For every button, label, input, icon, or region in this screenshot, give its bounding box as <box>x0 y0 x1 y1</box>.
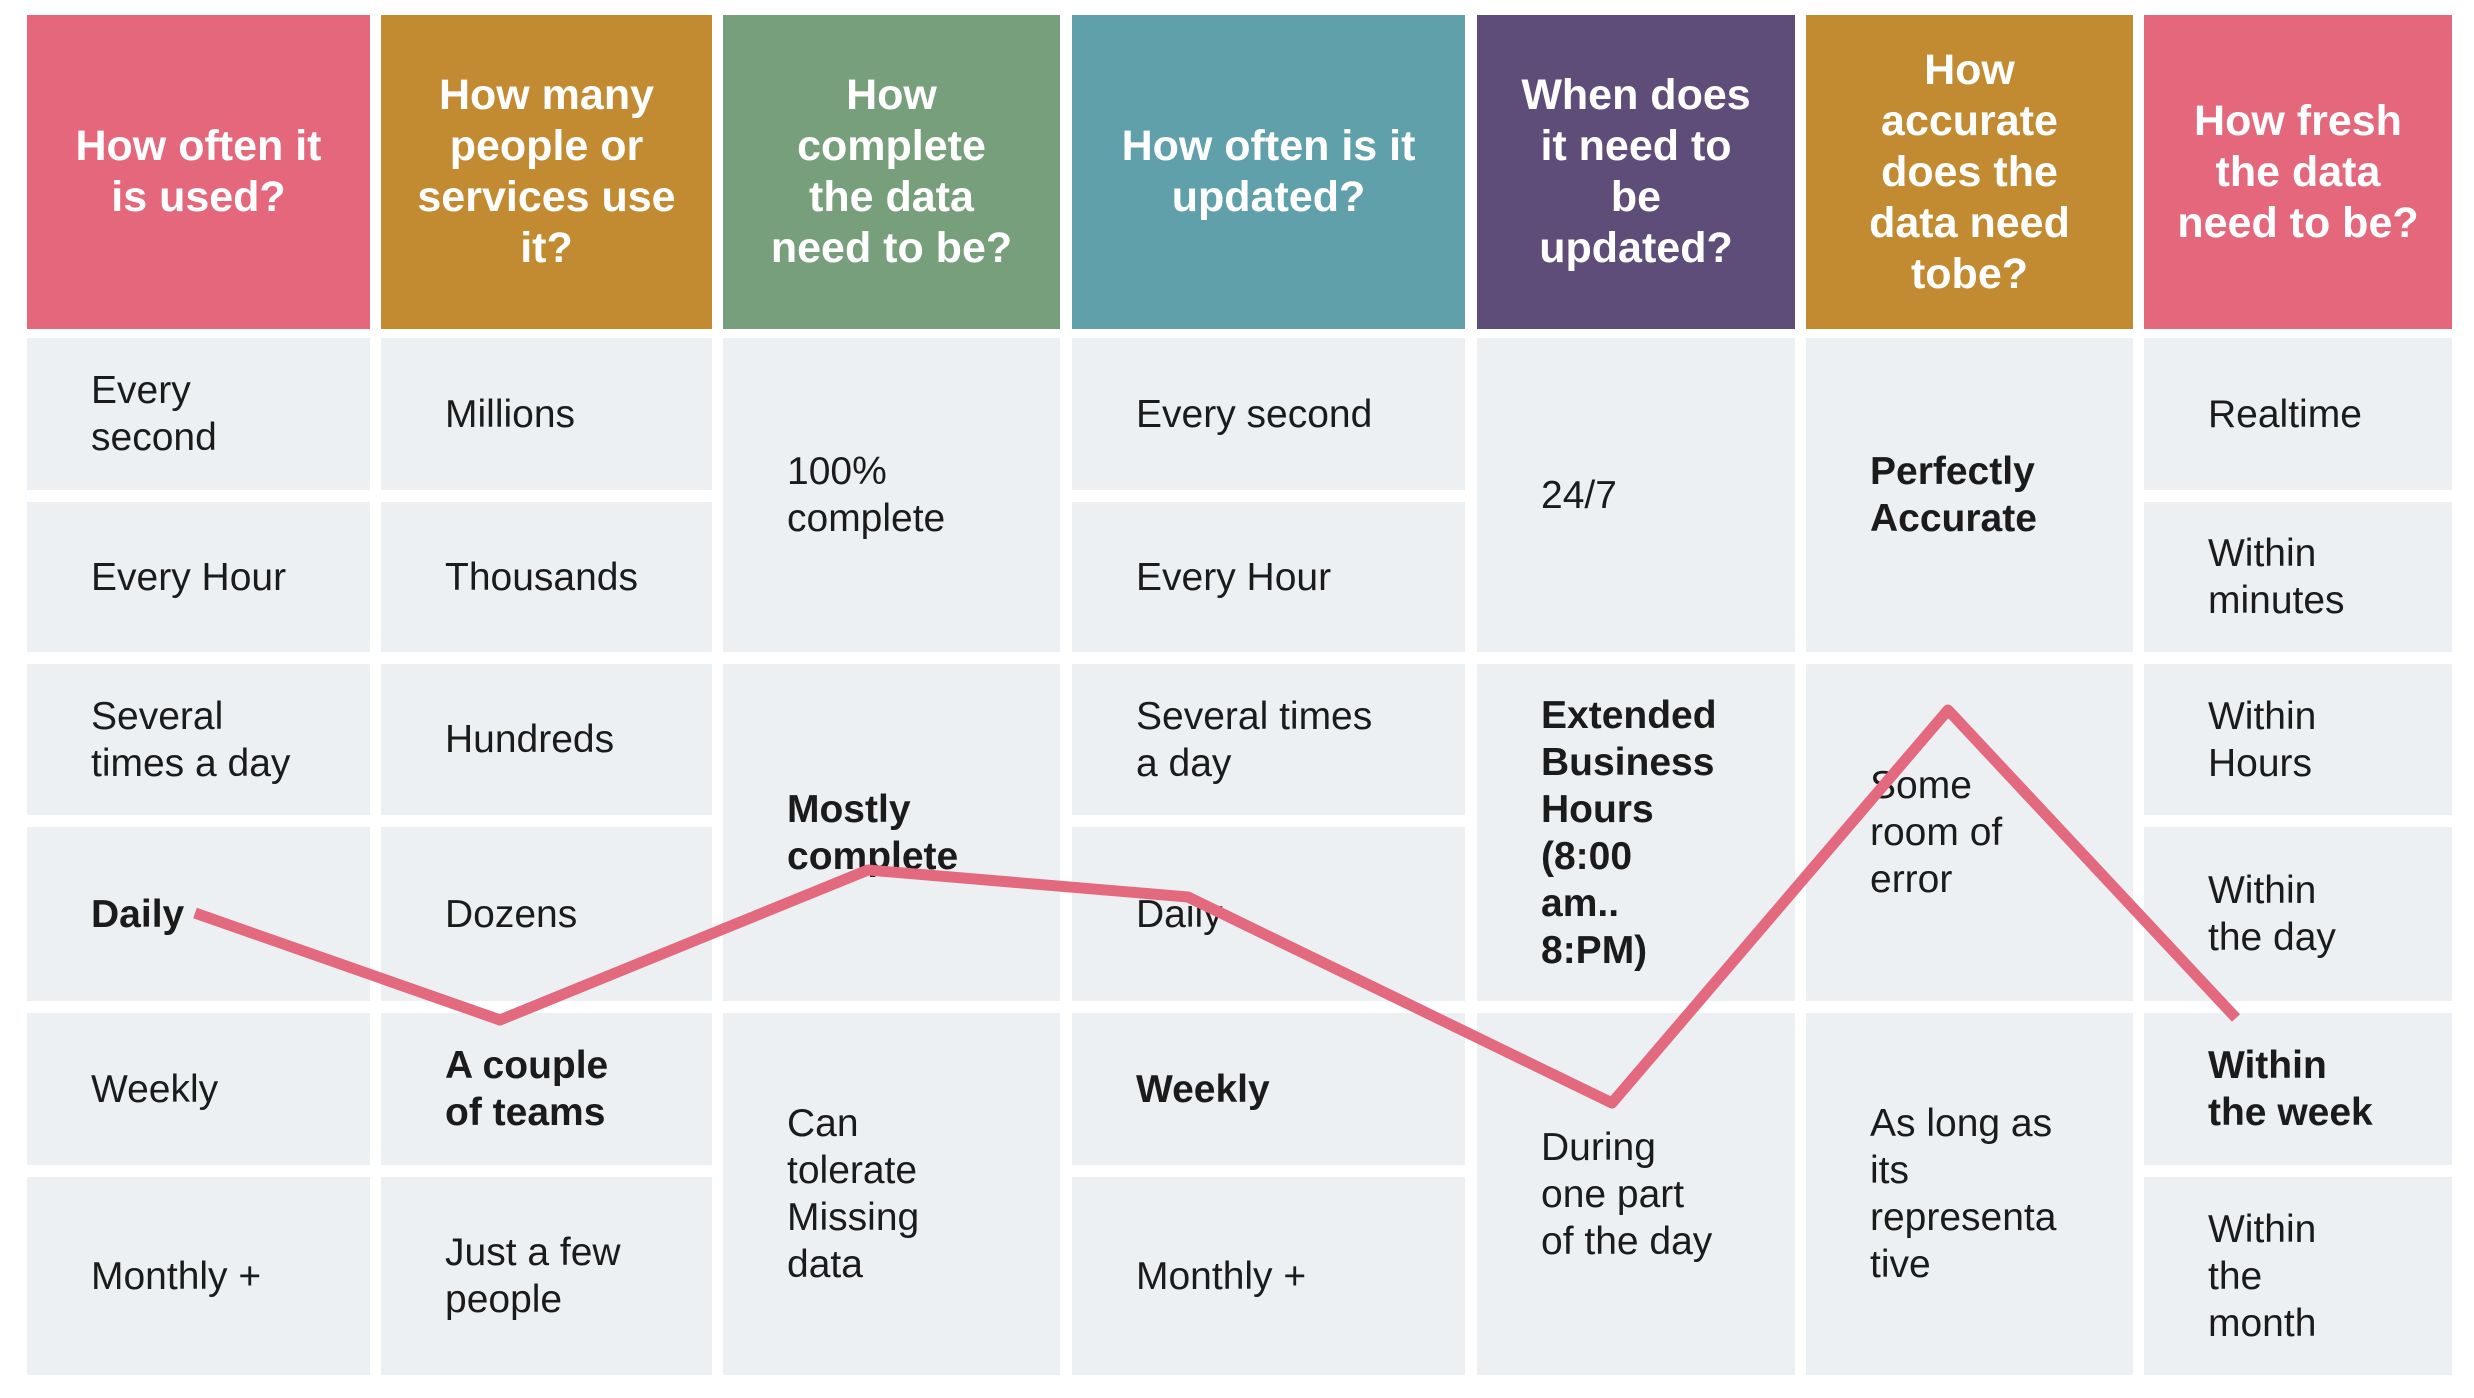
cell-label: 100% complete <box>787 450 946 540</box>
cell-label: Perfectly Accurate <box>1870 450 2037 540</box>
cell-label: Several times a day <box>91 694 291 785</box>
cell-label: Mostly complete <box>787 787 959 878</box>
cell-label: Every Hour <box>91 555 287 599</box>
cell-update-window-1: Extended Business Hours (8:00 am.. 8:PM) <box>1477 664 1795 1001</box>
cell-label: Within the week <box>2208 1044 2373 1134</box>
column-header-user-count: How many people or services use it? <box>381 15 712 329</box>
cell-label: Monthly + <box>91 1254 262 1298</box>
cell-label: Thousands <box>445 555 638 599</box>
column-header-label: How many people or services use it? <box>417 71 676 272</box>
cell-completeness-2: Can tolerate Missing data <box>723 1013 1060 1375</box>
cell-freshness-2: Within Hours <box>2144 664 2452 815</box>
cell-user-count-4: A couple of teams <box>381 1013 712 1165</box>
cell-accuracy-1: Some room of error <box>1806 664 2133 1001</box>
cell-label: Every second <box>1136 392 1373 436</box>
cell-usage-frequency-3: Daily <box>27 827 370 1001</box>
cell-label: Several times a day <box>1136 694 1373 785</box>
cell-update-frequency-1: Every Hour <box>1072 502 1465 652</box>
cell-freshness-0: Realtime <box>2144 338 2452 490</box>
column-header-label: How often is it updated? <box>1121 122 1416 221</box>
cell-label: During one part of the day <box>1541 1125 1713 1263</box>
cell-label: Within Hours <box>2208 694 2317 785</box>
cell-update-frequency-0: Every second <box>1072 338 1465 490</box>
column-header-label: How accurate does the data need tobe? <box>1869 45 2070 298</box>
column-header-label: When does it need to be updated? <box>1521 71 1751 272</box>
cell-user-count-0: Millions <box>381 338 712 490</box>
column-header-usage-frequency: How often it is used? <box>27 15 370 329</box>
cell-label: 24/7 <box>1541 473 1617 517</box>
cell-label: Realtime <box>2208 392 2362 436</box>
column-header-label: How often it is used? <box>75 122 322 221</box>
cell-label: As long as its representa tive <box>1870 1102 2057 1286</box>
cell-label: Daily <box>1136 892 1223 936</box>
column-header-completeness: How complete the data need to be? <box>723 15 1060 329</box>
cell-freshness-5: Within the month <box>2144 1177 2452 1375</box>
cell-label: Can tolerate Missing data <box>787 1102 920 1286</box>
cell-label: Hundreds <box>445 718 615 761</box>
cell-update-frequency-4: Weekly <box>1072 1013 1465 1165</box>
cell-label: Every Hour <box>1136 555 1332 599</box>
cell-label: Daily <box>91 892 185 936</box>
cell-completeness-0: 100% complete <box>723 338 1060 652</box>
cell-user-count-5: Just a few people <box>381 1177 712 1375</box>
cell-label: Weekly <box>1136 1067 1270 1111</box>
cell-usage-frequency-2: Several times a day <box>27 664 370 815</box>
cell-freshness-3: Within the day <box>2144 827 2452 1001</box>
column-header-freshness: How fresh the data need to be? <box>2144 15 2452 329</box>
cell-label: A couple of teams <box>445 1044 609 1134</box>
cell-label: Extended Business Hours (8:00 am.. 8:PM) <box>1541 693 1717 972</box>
cell-label: Some room of error <box>1870 764 2003 901</box>
cell-label: Every second <box>91 369 217 459</box>
cell-usage-frequency-4: Weekly <box>27 1013 370 1165</box>
cell-user-count-1: Thousands <box>381 502 712 652</box>
cell-label: Within the month <box>2208 1207 2317 1345</box>
cell-completeness-1: Mostly complete <box>723 664 1060 1001</box>
column-header-update-frequency: How often is it updated? <box>1072 15 1465 329</box>
cell-usage-frequency-0: Every second <box>27 338 370 490</box>
cell-accuracy-2: As long as its representa tive <box>1806 1013 2133 1375</box>
cell-accuracy-0: Perfectly Accurate <box>1806 338 2133 652</box>
cell-update-frequency-5: Monthly + <box>1072 1177 1465 1375</box>
cell-label: Monthly + <box>1136 1254 1307 1298</box>
cell-user-count-2: Hundreds <box>381 664 712 815</box>
cell-freshness-4: Within the week <box>2144 1013 2452 1165</box>
column-header-accuracy: How accurate does the data need tobe? <box>1806 15 2133 329</box>
cell-usage-frequency-1: Every Hour <box>27 502 370 652</box>
cell-update-window-0: 24/7 <box>1477 338 1795 652</box>
cell-label: Within the day <box>2208 869 2336 959</box>
cell-update-frequency-2: Several times a day <box>1072 664 1465 815</box>
cell-label: Millions <box>445 392 576 436</box>
cell-label: Weekly <box>91 1067 219 1111</box>
cell-update-frequency-3: Daily <box>1072 827 1465 1001</box>
column-header-label: How fresh the data need to be? <box>2177 96 2419 247</box>
cell-user-count-3: Dozens <box>381 827 712 1001</box>
column-header-update-window: When does it need to be updated? <box>1477 15 1795 329</box>
cell-label: Within minutes <box>2208 532 2345 622</box>
column-header-label: How complete the data need to be? <box>770 71 1013 272</box>
cell-label: Just a few people <box>445 1231 621 1321</box>
cell-label: Dozens <box>445 892 578 936</box>
cell-freshness-1: Within minutes <box>2144 502 2452 652</box>
cell-update-window-2: During one part of the day <box>1477 1013 1795 1375</box>
cell-usage-frequency-5: Monthly + <box>27 1177 370 1375</box>
